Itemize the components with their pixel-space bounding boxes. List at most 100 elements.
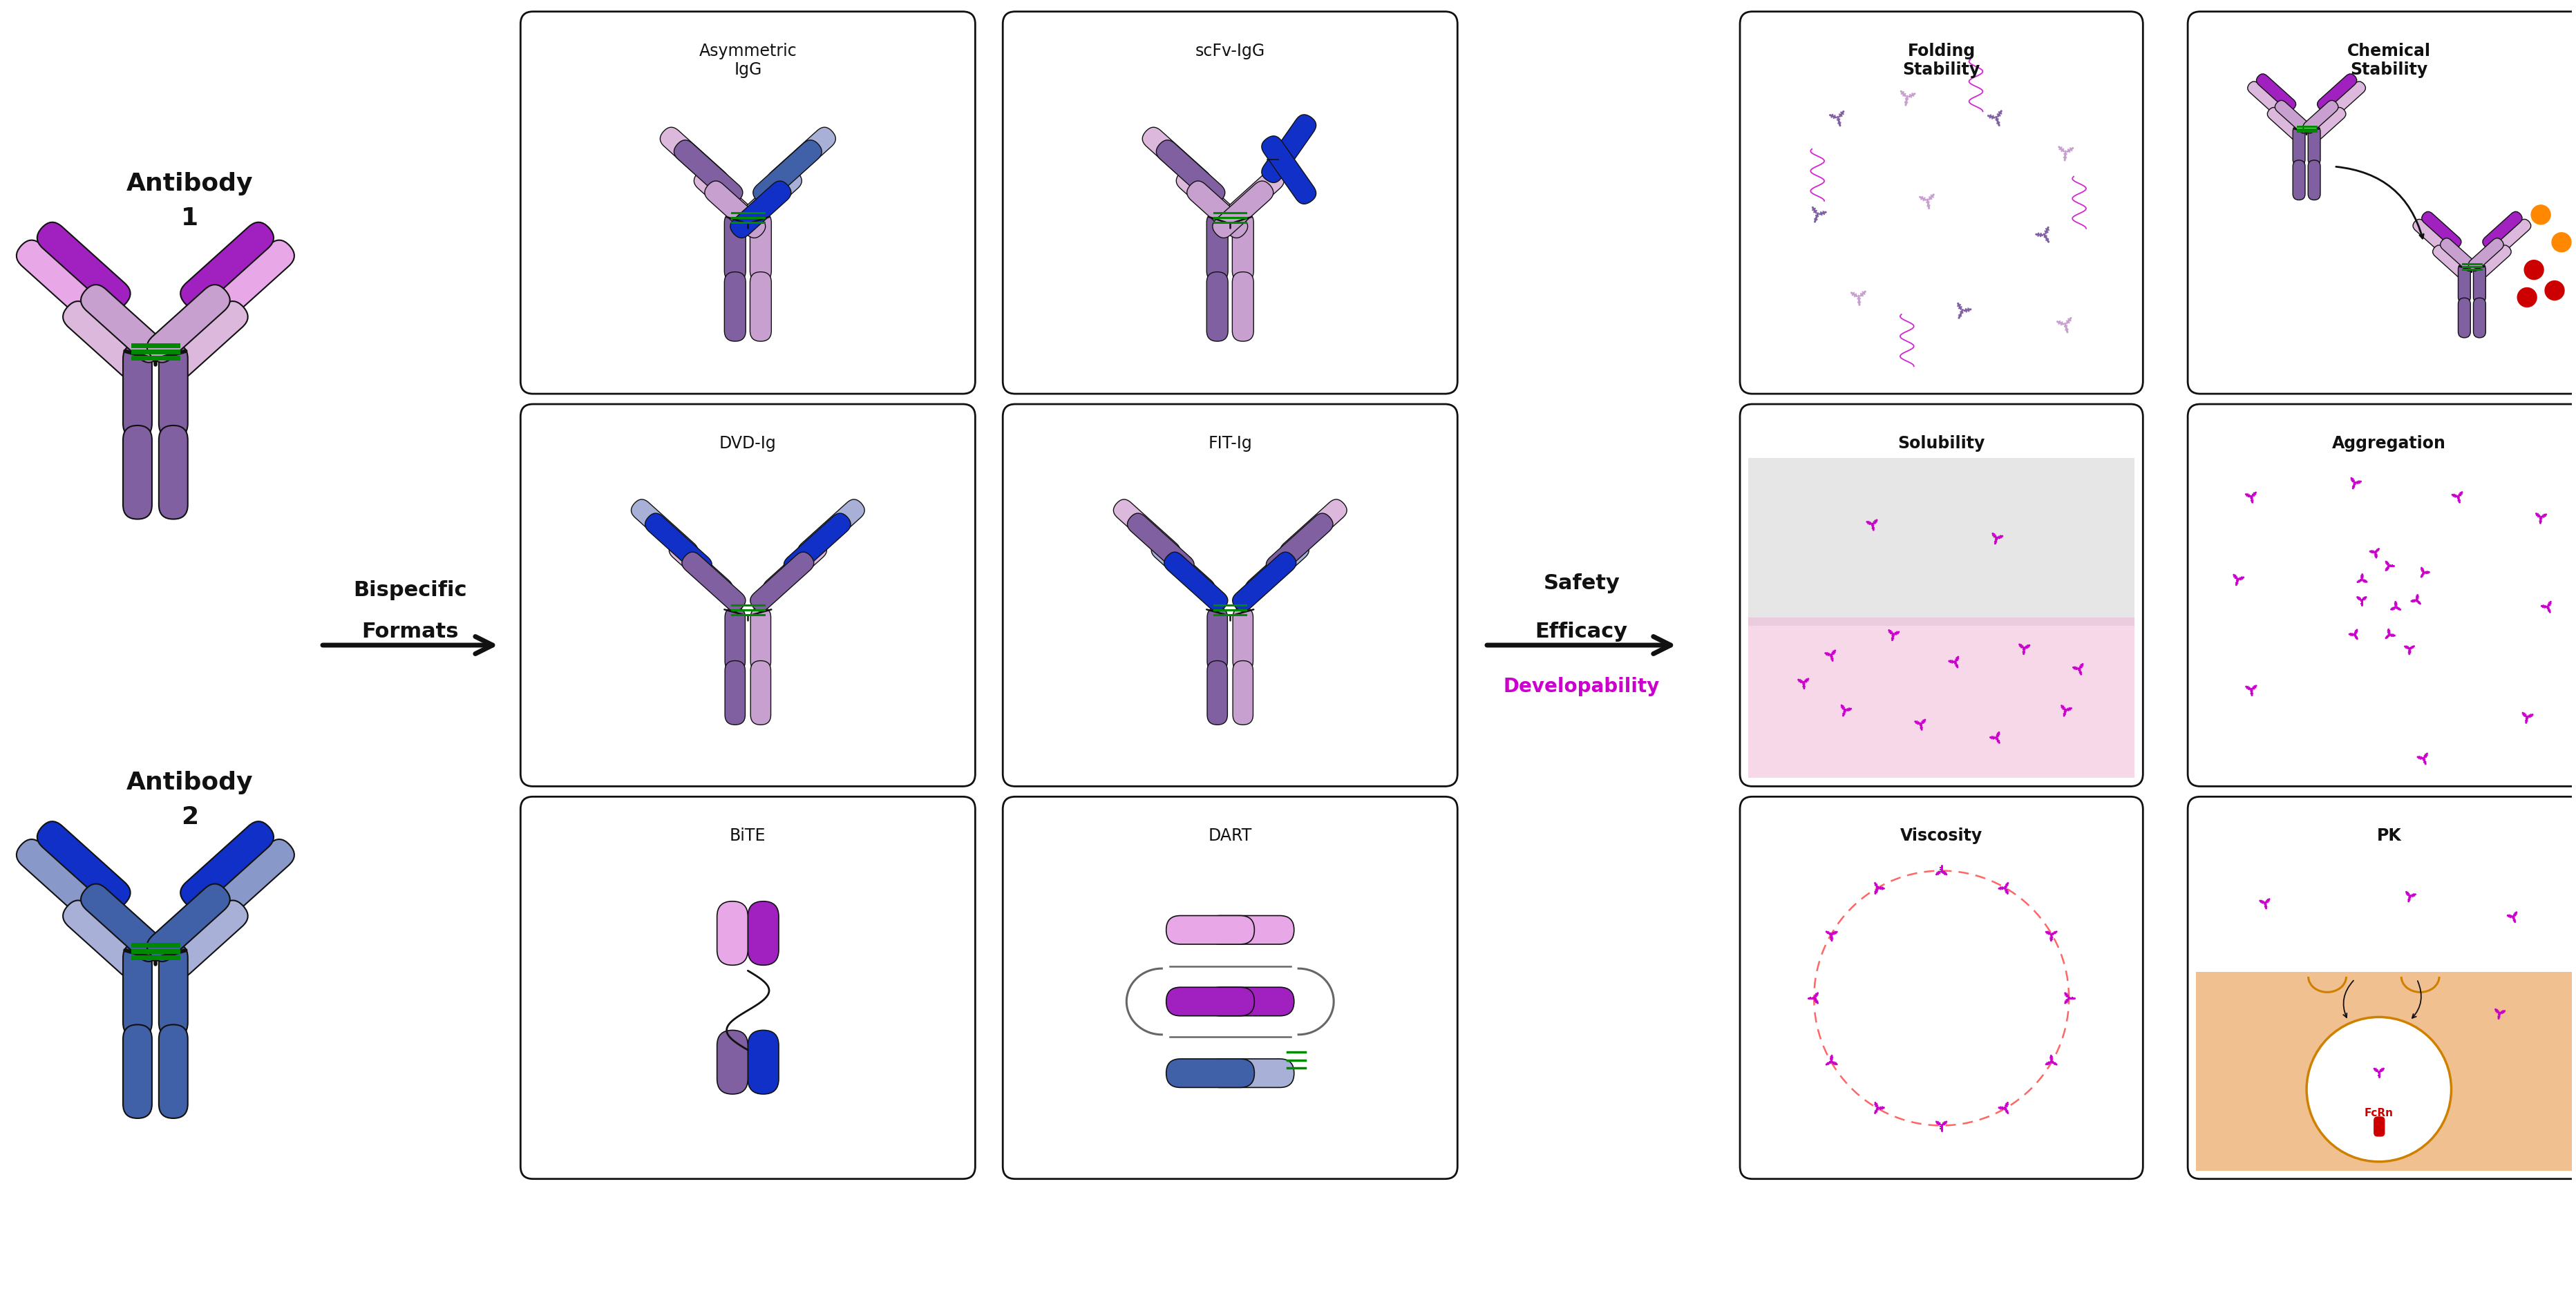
Text: Chemical
Stability: Chemical Stability [2347, 43, 2432, 79]
FancyBboxPatch shape [62, 301, 147, 380]
FancyBboxPatch shape [716, 1030, 747, 1093]
FancyBboxPatch shape [783, 514, 850, 576]
FancyBboxPatch shape [147, 884, 229, 962]
FancyBboxPatch shape [124, 426, 152, 519]
FancyBboxPatch shape [750, 553, 814, 612]
FancyBboxPatch shape [147, 284, 229, 363]
FancyBboxPatch shape [1231, 272, 1255, 341]
FancyBboxPatch shape [1234, 607, 1252, 671]
FancyBboxPatch shape [2187, 797, 2576, 1179]
FancyBboxPatch shape [1280, 500, 1347, 562]
Text: scFv-IgG: scFv-IgG [1195, 43, 1265, 59]
FancyBboxPatch shape [2468, 238, 2504, 271]
FancyBboxPatch shape [742, 169, 801, 226]
Text: Bispecific: Bispecific [353, 580, 466, 600]
FancyBboxPatch shape [724, 272, 744, 341]
FancyBboxPatch shape [2421, 212, 2460, 248]
FancyBboxPatch shape [1167, 915, 1255, 944]
FancyBboxPatch shape [520, 797, 976, 1179]
FancyBboxPatch shape [2308, 125, 2321, 165]
FancyBboxPatch shape [2246, 81, 2287, 119]
FancyBboxPatch shape [520, 404, 976, 786]
FancyBboxPatch shape [1188, 181, 1247, 238]
FancyBboxPatch shape [1206, 988, 1293, 1016]
Circle shape [2553, 232, 2571, 252]
FancyBboxPatch shape [2432, 245, 2468, 278]
FancyBboxPatch shape [1206, 212, 1229, 281]
FancyBboxPatch shape [2293, 125, 2306, 165]
FancyBboxPatch shape [670, 540, 732, 599]
FancyBboxPatch shape [1167, 988, 1255, 1016]
FancyBboxPatch shape [1206, 1059, 1293, 1087]
FancyBboxPatch shape [2458, 263, 2470, 303]
FancyBboxPatch shape [1167, 1059, 1255, 1087]
FancyBboxPatch shape [36, 222, 131, 309]
FancyBboxPatch shape [180, 222, 273, 309]
FancyBboxPatch shape [15, 240, 111, 327]
FancyBboxPatch shape [747, 1030, 778, 1093]
FancyBboxPatch shape [36, 821, 131, 909]
FancyBboxPatch shape [768, 128, 835, 191]
FancyBboxPatch shape [1128, 514, 1195, 576]
FancyBboxPatch shape [2267, 107, 2303, 141]
FancyBboxPatch shape [1213, 181, 1273, 238]
FancyBboxPatch shape [1206, 915, 1293, 944]
FancyBboxPatch shape [1262, 115, 1316, 182]
FancyBboxPatch shape [2293, 160, 2306, 200]
FancyBboxPatch shape [160, 345, 188, 438]
FancyBboxPatch shape [2458, 298, 2470, 338]
FancyBboxPatch shape [2491, 219, 2532, 256]
FancyBboxPatch shape [1113, 500, 1180, 562]
FancyBboxPatch shape [1177, 169, 1236, 226]
FancyBboxPatch shape [752, 139, 822, 204]
FancyBboxPatch shape [724, 212, 744, 281]
Text: Solubility: Solubility [1899, 435, 1986, 452]
FancyBboxPatch shape [1234, 661, 1252, 724]
Circle shape [2306, 1017, 2452, 1162]
FancyBboxPatch shape [201, 240, 294, 327]
FancyBboxPatch shape [520, 12, 976, 394]
FancyBboxPatch shape [1739, 797, 2143, 1179]
FancyBboxPatch shape [2187, 404, 2576, 786]
FancyBboxPatch shape [1224, 169, 1283, 226]
FancyBboxPatch shape [2375, 1117, 2385, 1136]
Text: Antibody: Antibody [126, 172, 252, 195]
FancyBboxPatch shape [706, 181, 765, 238]
FancyBboxPatch shape [1206, 272, 1229, 341]
FancyBboxPatch shape [1231, 553, 1296, 612]
Bar [1749, 457, 2136, 626]
FancyBboxPatch shape [683, 553, 744, 612]
Circle shape [2517, 288, 2537, 307]
FancyBboxPatch shape [724, 607, 744, 671]
FancyBboxPatch shape [201, 839, 294, 926]
Text: DART: DART [1208, 828, 1252, 844]
FancyBboxPatch shape [2414, 219, 2452, 256]
FancyBboxPatch shape [1002, 404, 1458, 786]
FancyBboxPatch shape [180, 821, 273, 909]
Text: Formats: Formats [361, 621, 459, 642]
FancyBboxPatch shape [165, 900, 247, 979]
Text: FIT-Ig: FIT-Ig [1208, 435, 1252, 452]
Text: Safety: Safety [1543, 573, 1620, 593]
FancyBboxPatch shape [1151, 540, 1216, 599]
FancyBboxPatch shape [1164, 553, 1229, 612]
FancyBboxPatch shape [750, 212, 770, 281]
FancyBboxPatch shape [124, 944, 152, 1037]
FancyBboxPatch shape [2473, 298, 2486, 338]
FancyBboxPatch shape [1739, 12, 2143, 394]
FancyBboxPatch shape [80, 884, 165, 962]
FancyBboxPatch shape [2318, 74, 2357, 111]
FancyBboxPatch shape [2473, 263, 2486, 303]
FancyBboxPatch shape [729, 181, 791, 238]
Text: Asymmetric
IgG: Asymmetric IgG [698, 43, 796, 79]
Text: 2: 2 [180, 806, 198, 829]
Text: FcRn: FcRn [2365, 1108, 2393, 1118]
FancyBboxPatch shape [631, 500, 698, 562]
FancyBboxPatch shape [693, 169, 755, 226]
Circle shape [2532, 205, 2550, 225]
FancyBboxPatch shape [160, 426, 188, 519]
FancyBboxPatch shape [1157, 139, 1226, 204]
FancyBboxPatch shape [160, 944, 188, 1037]
FancyBboxPatch shape [165, 301, 247, 380]
FancyBboxPatch shape [762, 540, 827, 599]
